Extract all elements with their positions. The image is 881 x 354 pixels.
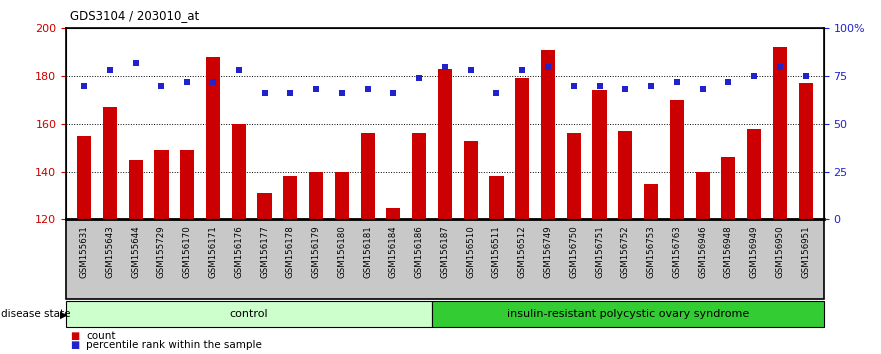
Bar xyxy=(154,150,168,219)
Text: insulin-resistant polycystic ovary syndrome: insulin-resistant polycystic ovary syndr… xyxy=(507,309,749,319)
Text: disease state: disease state xyxy=(1,309,70,319)
Text: ■: ■ xyxy=(70,341,79,350)
Bar xyxy=(180,150,195,219)
Bar xyxy=(592,91,607,219)
Bar xyxy=(77,136,92,219)
Bar xyxy=(722,157,736,219)
Bar xyxy=(309,172,323,219)
Bar xyxy=(747,129,761,219)
Text: count: count xyxy=(86,331,115,341)
Bar xyxy=(515,79,529,219)
Bar xyxy=(773,47,787,219)
Text: control: control xyxy=(230,309,269,319)
Bar xyxy=(232,124,246,219)
Bar xyxy=(695,172,710,219)
Text: ▶: ▶ xyxy=(60,310,68,320)
Bar xyxy=(541,50,555,219)
Bar xyxy=(489,176,504,219)
Bar xyxy=(206,57,220,219)
Bar xyxy=(644,184,658,219)
Bar xyxy=(386,207,401,219)
Bar xyxy=(566,133,581,219)
Bar xyxy=(438,69,452,219)
Text: percentile rank within the sample: percentile rank within the sample xyxy=(86,341,263,350)
Bar xyxy=(798,83,813,219)
Bar xyxy=(257,193,271,219)
Bar xyxy=(283,176,298,219)
Bar xyxy=(103,107,117,219)
Bar xyxy=(412,133,426,219)
Bar xyxy=(335,172,349,219)
Bar xyxy=(618,131,633,219)
Text: ■: ■ xyxy=(70,331,79,341)
Bar xyxy=(129,160,143,219)
Bar xyxy=(360,133,374,219)
Bar xyxy=(670,100,684,219)
Bar xyxy=(463,141,478,219)
Text: GDS3104 / 203010_at: GDS3104 / 203010_at xyxy=(70,9,200,22)
